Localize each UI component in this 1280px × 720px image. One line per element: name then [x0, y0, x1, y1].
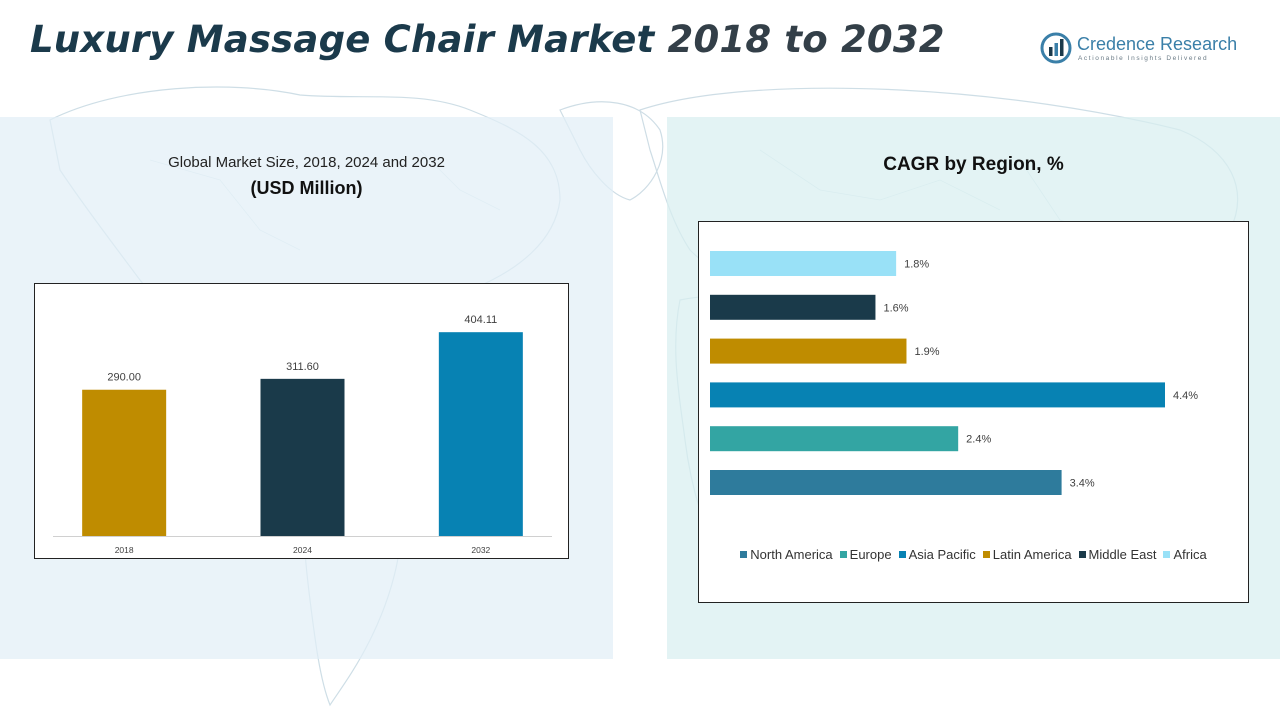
bar-value-label-europe: 2.4%: [966, 434, 991, 446]
bar-value-label-africa: 1.8%: [904, 259, 929, 271]
market-size-subtitle: Global Market Size, 2018, 2024 and 2032: [168, 154, 445, 171]
legend-item-north-america: North America: [740, 547, 833, 562]
legend-swatch-europe: [839, 551, 847, 558]
cagr-chart: 1.8% 1.6% 1.9% 4.4% 2.4% 3.4% North America Eu…: [698, 221, 1249, 603]
title-years: 2018 to 2032: [667, 18, 945, 61]
legend-label-middle-east: Middle East: [1088, 547, 1157, 562]
logo-mark-icon: [1040, 32, 1072, 64]
x-tick-label-2024: 2024: [293, 545, 312, 555]
page-title: Luxury Massage Chair Market 2018 to 2032: [30, 18, 945, 61]
bar-2024: [260, 378, 345, 536]
legend-item-latin-america: Latin America: [982, 547, 1072, 562]
cagr-chart-svg: 1.8% 1.6% 1.9% 4.4% 2.4% 3.4%: [710, 251, 1198, 495]
cagr-legend: North America Europe Asia Pacific Latin Ame…: [699, 547, 1248, 562]
bar-value-label-latin-america: 1.9%: [914, 346, 939, 358]
bar-europe: [710, 426, 959, 452]
legend-swatch-africa: [1163, 551, 1171, 558]
legend-item-europe: Europe: [839, 547, 892, 562]
market-size-chart-svg: 290.00 2018 311.60 2024 404.11 2032: [53, 314, 552, 555]
legend-swatch-asia-pacific: [898, 551, 906, 558]
bar-value-label-2032: 404.11: [464, 314, 497, 326]
cagr-title: CAGR by Region, %: [883, 154, 1064, 175]
market-size-chart: 290.00 2018 311.60 2024 404.11 2032: [34, 283, 569, 559]
x-tick-label-2018: 2018: [115, 545, 134, 555]
bar-asia-pacific: [710, 382, 1165, 408]
bar-2018: [82, 389, 167, 536]
logo-name: Credence Research: [1077, 34, 1238, 54]
credence-research-logo: Credence Research Actionable Insights De…: [1040, 30, 1255, 70]
bar-latin-america: [710, 338, 907, 364]
logo-tagline: Actionable Insights Delivered: [1078, 55, 1209, 62]
legend-label-africa: Africa: [1173, 547, 1207, 562]
market-size-unit: (USD Million): [250, 178, 363, 198]
legend-item-asia-pacific: Asia Pacific: [898, 547, 976, 562]
legend-swatch-middle-east: [1078, 551, 1086, 558]
bar-value-label-2024: 311.60: [286, 361, 319, 373]
x-tick-label-2032: 2032: [471, 545, 490, 555]
bar-middle-east: [710, 294, 876, 320]
title-main: Luxury Massage Chair Market: [30, 18, 655, 61]
legend-swatch-north-america: [740, 551, 748, 558]
legend-label-north-america: North America: [750, 547, 833, 562]
bar-africa: [710, 251, 897, 276]
bar-value-label-asia-pacific: 4.4%: [1173, 390, 1198, 402]
bar-north-america: [710, 470, 1062, 495]
legend-label-latin-america: Latin America: [992, 547, 1072, 562]
legend-item-africa: Africa: [1163, 547, 1207, 562]
bar-value-label-middle-east: 1.6%: [883, 302, 908, 314]
legend-swatch-latin-america: [982, 551, 990, 558]
legend-label-europe: Europe: [849, 547, 892, 562]
legend-label-asia-pacific: Asia Pacific: [908, 547, 976, 562]
bar-value-label-2018: 290.00: [107, 372, 141, 384]
legend-item-middle-east: Middle East: [1078, 547, 1157, 562]
bar-2032: [438, 332, 523, 536]
bar-value-label-north-america: 3.4%: [1070, 478, 1095, 490]
